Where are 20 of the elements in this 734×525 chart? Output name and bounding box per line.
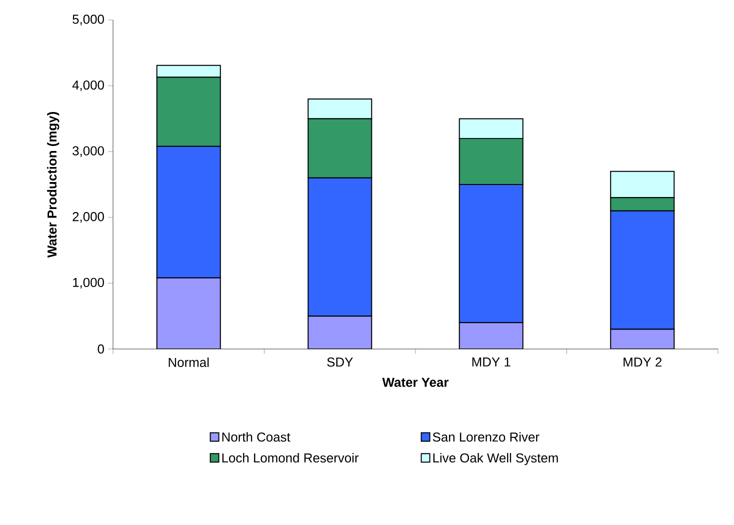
y-tick-label: 4,000 [72,80,104,92]
legend-label: Loch Lomond Reservoir [222,453,359,463]
y-tick-label: 1,000 [73,278,104,289]
x-tick-label: MDY 2 [624,358,662,367]
x-tick-label: Normal [168,358,209,368]
legend-label: Live Oak Well System [433,453,558,466]
legend-label: San Lorenzo River [432,432,540,442]
bar [156,277,221,349]
bar [458,322,524,349]
legend-label: North Coast [222,432,290,442]
bar [308,316,372,349]
bar [610,328,675,349]
y-tick-label: 5,000 [72,14,104,26]
x-tick-label: MDY 1 [472,358,510,366]
x-tick-label: SDY [327,358,353,367]
y-tick-label: 3,000 [72,146,104,157]
y-tick-label: 2,000 [72,212,104,223]
y-tick-label: 0 [98,344,104,354]
x-axis-title: Water Year [382,378,449,387]
y-axis-title: Water Production (mgy) [47,112,60,258]
